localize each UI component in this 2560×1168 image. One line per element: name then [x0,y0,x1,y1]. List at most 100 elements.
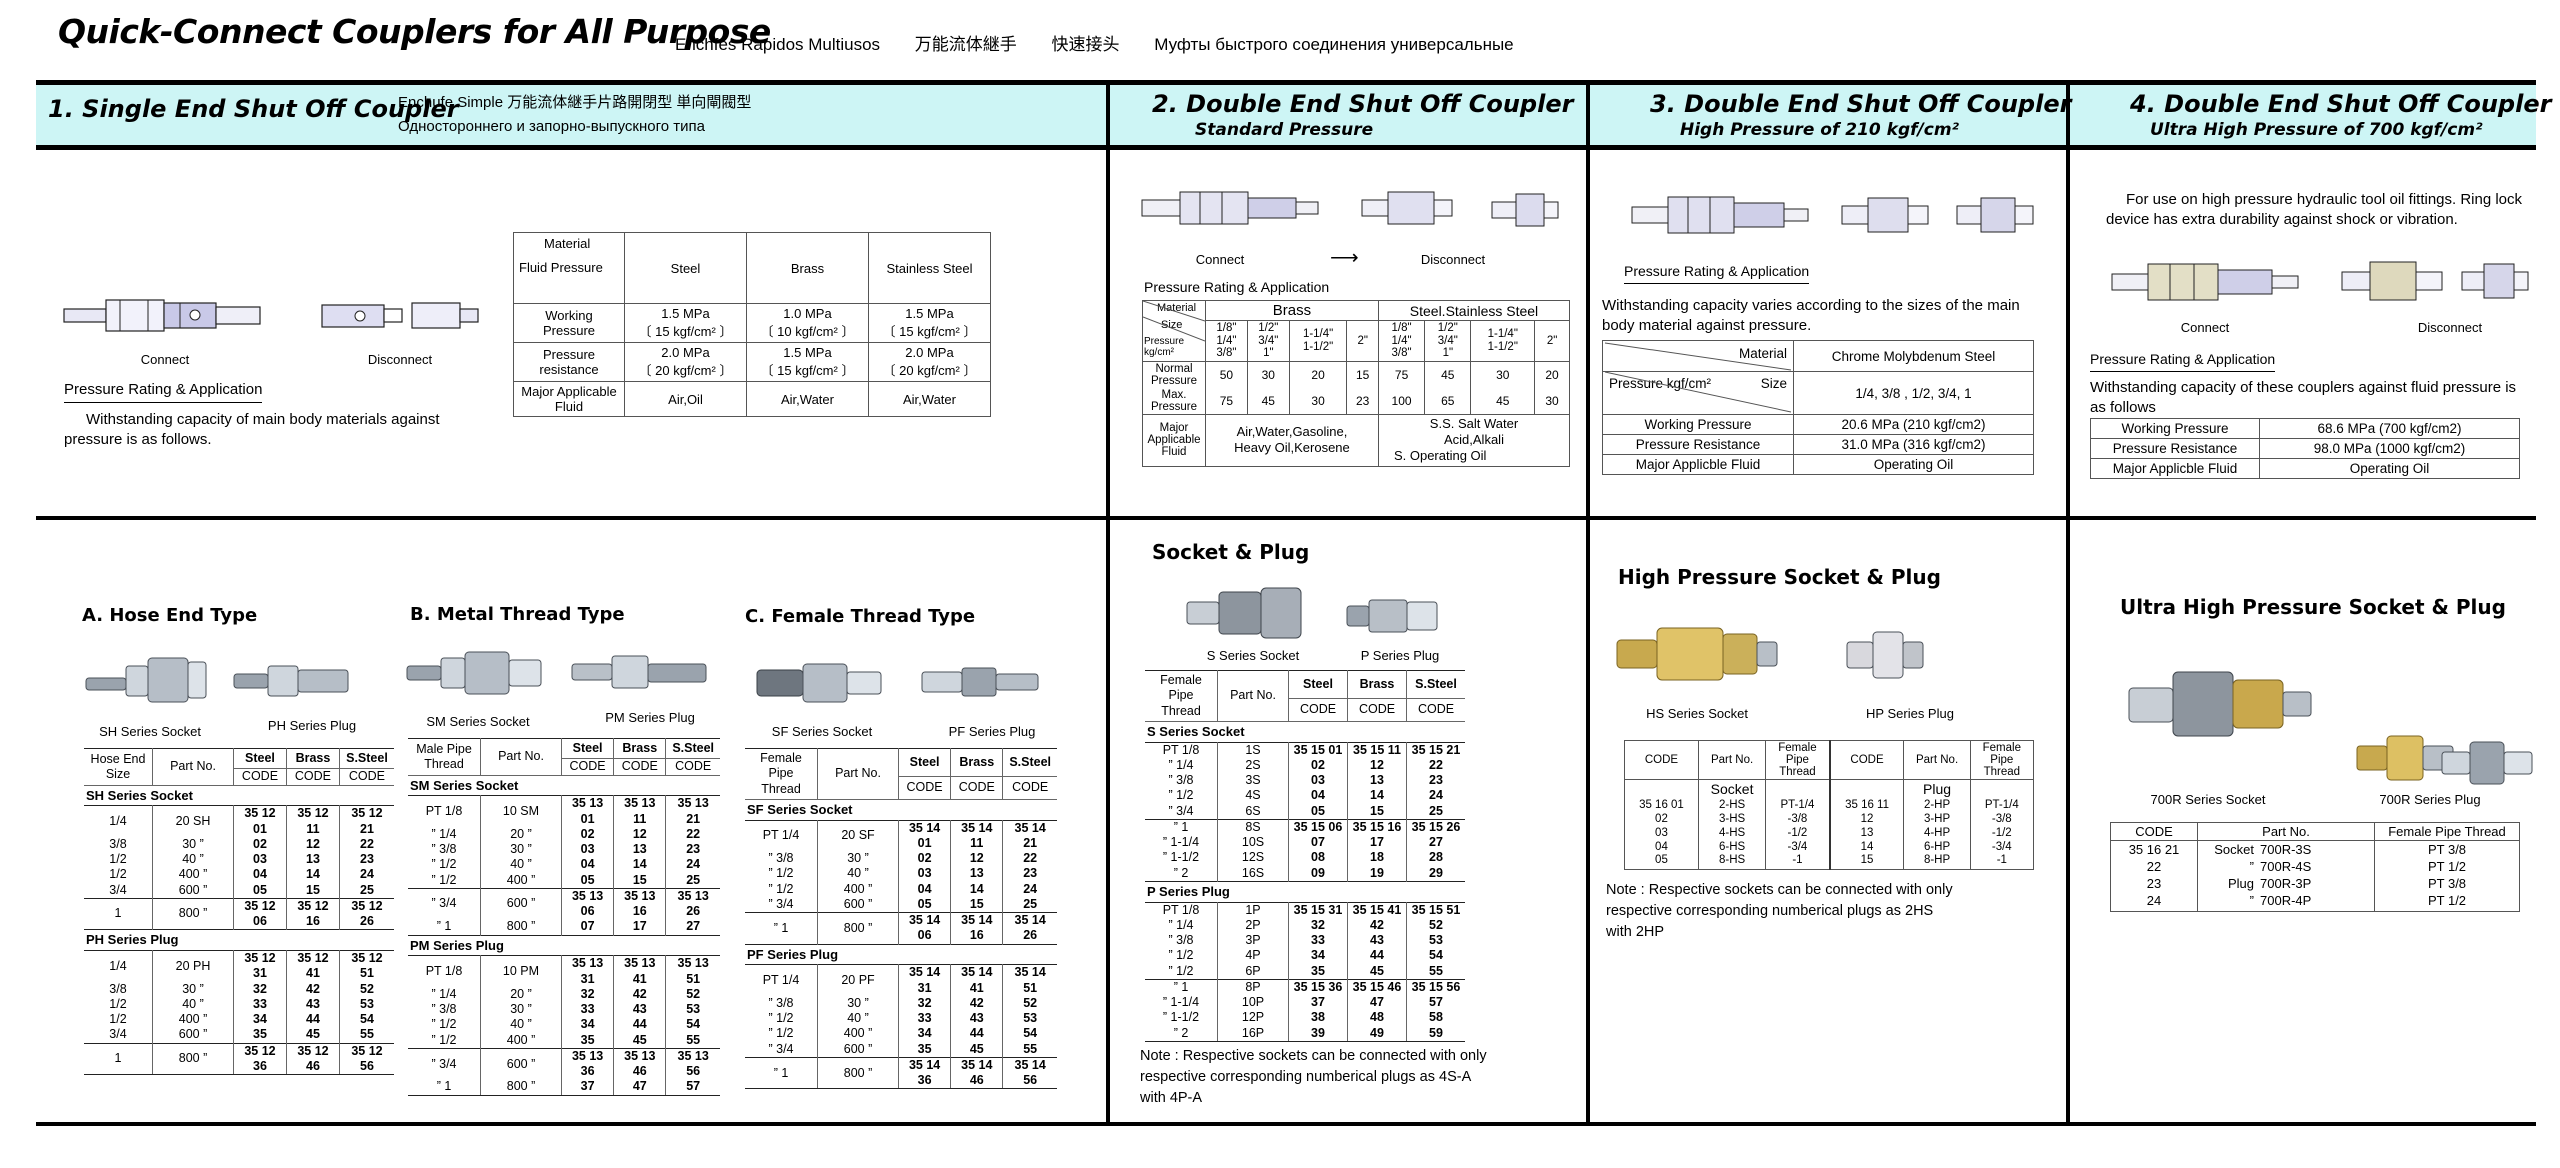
section4-disconnect-diagram-b [2461,263,2529,299]
divider-2-3 [1586,80,1590,1126]
section2-label-disconnect: Disconnect [1420,252,1486,267]
sh-socket-photo [85,657,207,703]
divider-1-2 [1106,80,1110,1126]
s3-parts-right: 2-HP 3-HP 4-HP 6-HP 8-HP [1903,798,1971,871]
s2-row-normal: Normal Pressure 50 30 20 15 75 45 30 20 [1142,360,1570,388]
block-title-sm: SM Series Socket [408,774,720,796]
block-title-sf: SF Series Socket [745,798,1057,821]
section1-title: 1. Single End Shut Off Coupler [48,95,459,123]
sf-socket-photo [756,663,882,703]
section4-photo-label-socket: 700R Series Socket [2150,792,2266,807]
section2-photo-label-plug: P Series Plug [1360,648,1440,663]
s3-corner-size: Pressure kgf/cm² Size [1602,371,1794,415]
section4-label-connect: Connect [2180,320,2230,335]
s3-parts-left: 2-HS 3-HS 4-HS 6-HS 8-HS [1697,798,1767,871]
ph-plug-photo [233,665,349,697]
s4-parts: Socket 700R-3S ” 700R-4S Plug 700R-3P ” 700R… [2197,840,2375,912]
arrow-icon: ⟶ [1330,247,1359,269]
group-C-photo-label-socket: SF Series Socket [771,724,873,739]
section2-photo-label-socket: S Series Socket [1206,648,1300,663]
diagonal-lines [1143,301,1205,342]
s3-codes-left: 35 16 01 02 03 04 05 [1624,798,1699,871]
s2-corner: Material Size Pressure kg/cm² [1142,300,1206,362]
sm-socket-photo [406,651,542,695]
section4-title: 4. Double End Shut Off Coupler [2130,90,2552,118]
700r-socket-photo [2128,671,2312,737]
s2-group-steel: Steel.Stainless Steel [1377,300,1571,321]
section4-intro: For use on high pressure hydraulic tool … [2106,191,2523,229]
divider-3-4 [2066,80,2070,1126]
s4-codes: 35 16 21 22 23 24 [2110,840,2198,912]
group-B-photo-label-socket: SM Series Socket [426,714,530,729]
material-row-fluid: Major Applicable Fluid Air,Oil Air,Water… [513,381,991,417]
lang-es: Enchfes Rapidos Multiusos [675,35,881,54]
coupler-disconnect-diagram [321,302,479,329]
section3-title: 3. Double End Shut Off Coupler [1650,90,2072,118]
group-B-part-table: Male Pipe Thread Part No. Steel Brass S.… [408,737,720,1096]
s3-row-resistance: Pressure Resistance 31.0 MPa (316 kgf/cm… [1602,434,2034,455]
group-B-photo-label-plug: PM Series Plug [605,710,695,725]
s3-subheader-row: Socket Plug [1624,779,2035,799]
material-row-working: Working Pressure 1.5 MPa 〔 15 kgf/cm² 〕 1… [513,303,991,343]
diagonal-line-icon-2 [1604,372,1792,413]
p-series-plug-photo [1346,599,1438,633]
s3-threads-left: PT-1/4 -3/8 -1/2 -3/4 -1 [1765,798,1831,871]
rule-bottom [36,1122,2536,1126]
group-A-part-table: Hose End Size Part No. Steel Brass S.Ste… [84,747,394,1076]
section1-subtitle-1: Enchufe Simple 万能流体継手片路開閉型 単向閘閥型 [398,94,752,111]
section3-coupler-diagram-right [1956,197,2034,233]
section3-coupler-diagram-mid [1841,197,1929,233]
diagonal-line-icon [1604,342,1792,371]
material-col-brass: Brass [746,232,869,304]
s3-row-fluid: Major Applicble Fluid Operating Oil [1602,454,2034,475]
section1-label-connect: Connect [140,352,190,367]
section3-pressure-table: Material Chrome Molybdenum Steel Pressur… [1602,340,2034,475]
pf-plug-photo [921,667,1039,697]
lang-ja: 万能流体継手 [914,35,1017,54]
section3-rating-note: Withstanding capacity varies according t… [1602,297,2020,335]
s2-row-max: Max. Pressure 75 45 30 23 100 65 45 30 [1142,387,1570,415]
pm-plug-photo [571,655,707,689]
block-title-p: P Series Plug [1145,880,1465,903]
s2-fluid-steel: S.S. Salt Water Acid,Alkali S. Operating… [1377,413,1571,467]
material-table-corner: Material Fluid Pressure [513,232,625,304]
section4-rating-heading: Pressure Rating & Application [2090,350,2276,372]
s3-corner-material: Material [1602,340,1794,372]
section4-group-heading: Ultra High Pressure Socket & Plug [2120,595,2506,619]
group-B-heading: B. Metal Thread Type [410,604,625,625]
section1-rating-note: Withstanding capacity of main body mater… [64,411,440,449]
section2-connect-diagram [1141,191,1319,225]
section3-rating-heading: Pressure Rating & Application [1624,262,1810,284]
s2-row-fluid: Major Applicable Fluid Air,Water,Gasolin… [1142,413,1571,467]
hp-series-plug-photo [1846,631,1924,679]
section4-photo-label-plug: 700R Series Plug [2379,792,2481,807]
block-title-ph: PH Series Plug [84,929,394,951]
s3-threads-right: PT-1/4 -3/8 -1/2 -3/4 -1 [1969,798,2035,871]
section2-title: 2. Double End Shut Off Coupler [1152,90,1574,118]
group-C-photo-label-plug: PF Series Plug [948,724,1036,739]
material-col-steel: Steel [624,232,747,304]
section1-subtitle-2: Одностороннего и запорно-выпускного типа [398,118,705,135]
section2-subtitle: Standard Pressure [1195,120,1374,140]
section2-label-connect: Connect [1195,252,1245,267]
section4-rating-note: Withstanding capacity of these couplers … [2090,379,2517,417]
section2-note: Note : Respective sockets can be connect… [1140,1048,1487,1107]
section2-socket-diagram [1361,191,1453,225]
section3-note: Note : Respective sockets can be connect… [1606,882,1953,941]
section4-connect-diagram [2111,263,2299,301]
rule-top [36,80,2536,85]
page-title: Quick-Connect Couplers for All Purpose [58,12,771,51]
section3-group-heading: High Pressure Socket & Plug [1618,565,1941,589]
s3-codes-right: 35 16 11 12 13 14 15 [1828,798,1905,871]
lang-zh: 快速接头 [1051,35,1120,54]
language-subtitles: Enchfes Rapidos Multiusos 万能流体継手 快速接头 Му… [675,30,1544,55]
material-col-sstainless: Stainless Steel [868,232,991,304]
section3-photo-label-socket: HS Series Socket [1646,706,1748,721]
section4-disconnect-diagram-a [2341,261,2443,301]
section1-label-disconnect: Disconnect [367,352,433,367]
section1-material-table: Material Fluid Pressure Steel Brass Stai… [513,232,991,417]
rule-under-band [36,145,2536,150]
page-title-bar: Quick-Connect Couplers for All Purpose E… [0,0,2560,78]
section2-group-heading: Socket & Plug [1152,540,1310,564]
